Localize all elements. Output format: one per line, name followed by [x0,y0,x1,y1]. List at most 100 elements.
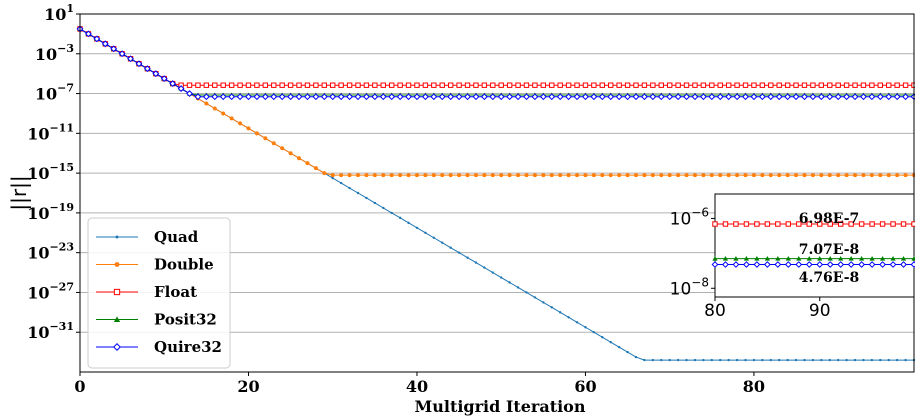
data-point [692,173,697,178]
data-point [633,82,639,88]
data-point [796,255,802,261]
data-point [203,82,210,88]
data-point [820,358,823,362]
data-point [356,191,360,195]
data-point [457,173,462,178]
data-point [828,358,831,362]
data-point [726,173,731,178]
data-point [716,93,724,101]
data-point [532,82,538,88]
data-point [414,82,420,88]
data-point [448,173,453,178]
inset-series-posit32 [712,255,915,261]
data-point [482,173,487,178]
data-point [826,261,834,268]
data-point [473,82,479,88]
data-point [761,358,764,362]
data-point [827,221,833,227]
data-point [853,358,857,362]
data-point [879,255,886,261]
data-point [591,82,597,88]
data-point [278,93,286,101]
data-point [776,82,782,88]
data-point [110,45,118,53]
data-point [754,221,760,227]
data-point [447,82,454,88]
inset-y-tick-label: 10−6 [670,205,709,229]
data-point [204,101,209,106]
data-point [118,50,126,58]
inset-annotation-posit32: 7.07E-8 [799,242,860,258]
data-point [632,93,640,101]
data-point [777,173,782,178]
data-point [389,173,394,178]
data-point [911,255,915,261]
data-point [558,173,563,178]
data-point [624,93,631,101]
data-point [902,82,909,88]
data-point [795,261,803,268]
data-point [900,255,907,261]
legend-item-float: Float [96,283,197,301]
data-point [550,306,553,309]
data-point [666,93,674,101]
data-point [506,93,514,101]
data-point [346,93,353,101]
data-point [702,358,705,362]
data-point [879,358,882,362]
data-point [718,173,723,178]
data-point [879,261,886,268]
plot-frame [79,13,915,373]
data-point [160,75,168,83]
data-point [869,221,875,227]
data-point [575,173,580,178]
data-point [500,276,503,279]
data-point [431,173,436,178]
data-point [869,82,875,88]
data-point [254,131,259,136]
legend-label: Quad [154,228,199,246]
data-point [634,173,638,178]
data-point [439,82,445,88]
data-point [354,93,362,101]
data-point [271,82,277,88]
data-point [752,358,756,362]
data-point [541,173,546,178]
data-point [279,82,285,88]
data-point [607,93,615,101]
data-point [701,173,706,178]
y-tick-label: 101 [44,2,74,24]
data-point [641,82,648,88]
data-point [440,173,445,178]
data-point [641,93,648,101]
data-point [465,173,470,178]
data-point [668,358,671,362]
data-point [355,82,361,88]
data-point [514,93,522,101]
data-point [722,221,729,227]
data-point [806,255,812,261]
data-point [893,93,901,101]
data-point [398,216,402,220]
data-point [676,173,681,178]
data-point [760,173,765,178]
series-line [79,28,914,86]
series-quire32 [76,25,915,101]
data-point [195,82,201,88]
data-point [827,82,833,88]
data-point [464,82,471,88]
data-point [712,221,718,227]
data-point [321,82,328,88]
data-point [85,30,92,38]
data-point [848,221,854,227]
data-point [246,126,251,131]
data-point [390,211,393,215]
data-point [582,82,589,88]
data-point [423,173,428,178]
data-point [363,82,370,88]
data-point [598,93,606,101]
x-axis-ticks: 0 20 40 60 80 [74,372,765,396]
data-point [651,358,655,362]
data-point [889,261,897,268]
data-point [774,261,782,268]
